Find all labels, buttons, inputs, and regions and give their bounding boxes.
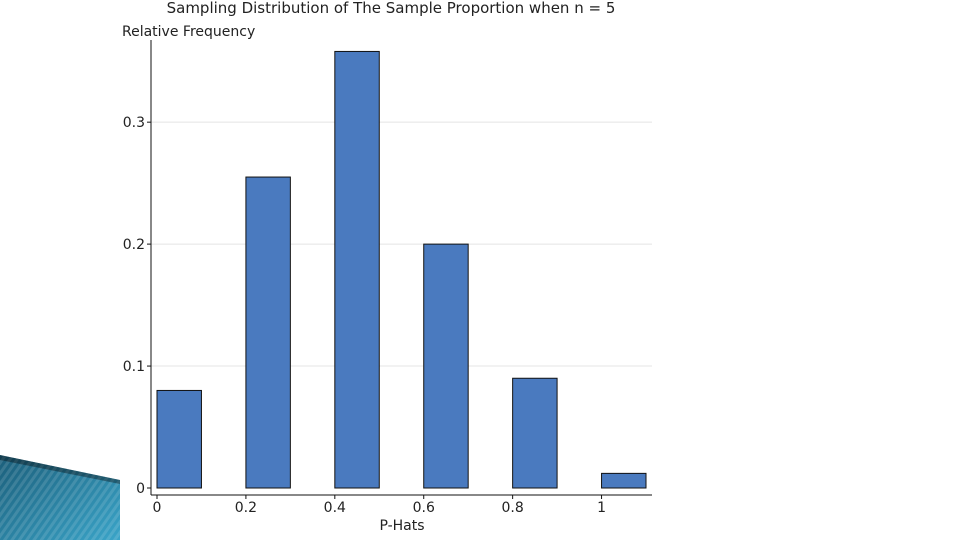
bar — [334, 50, 380, 489]
x-tick-label: 0.6 — [413, 500, 435, 516]
grid-lines — [151, 121, 652, 367]
bar — [512, 377, 558, 489]
bar — [245, 176, 291, 489]
bar — [601, 472, 647, 489]
y-tick-label: 0.2 — [123, 237, 145, 253]
y-tick-label: 0.1 — [123, 359, 145, 375]
y-tick-label: 0 — [136, 481, 145, 497]
x-axis-label: P-Hats — [379, 518, 424, 534]
x-tick-label: 0.8 — [502, 500, 524, 516]
bars — [156, 50, 647, 489]
bar — [156, 389, 202, 489]
slide-corner-decoration — [0, 455, 120, 540]
chart-title: Sampling Distribution of The Sample Prop… — [167, 0, 616, 17]
bar — [423, 243, 469, 489]
y-axis-ticks: 0 0.1 0.2 0.3 — [123, 115, 151, 497]
x-tick-label: 1 — [597, 500, 606, 516]
x-tick-label: 0 — [153, 500, 162, 516]
axes — [150, 40, 652, 496]
y-tick-label: 0.3 — [123, 115, 145, 131]
x-axis-ticks: 0 0.2 0.4 0.6 0.8 1 — [153, 495, 606, 516]
x-tick-label: 0.4 — [324, 500, 346, 516]
y-axis-label: Relative Frequency — [122, 24, 255, 40]
x-tick-label: 0.2 — [235, 500, 257, 516]
